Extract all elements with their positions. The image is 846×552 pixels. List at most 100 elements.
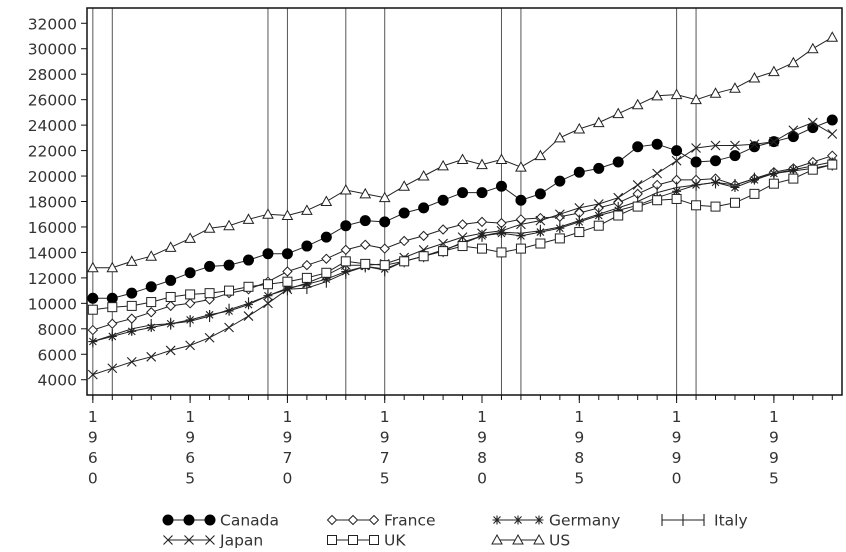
data-point-france xyxy=(184,298,196,309)
data-point-us xyxy=(690,93,702,105)
y-tick-label: 28000 xyxy=(28,66,77,84)
data-point-us xyxy=(651,89,663,101)
data-point-japan xyxy=(516,219,526,230)
legend-marker xyxy=(163,535,173,545)
y-tick-label: 12000 xyxy=(28,270,77,288)
y-tick-label: 10000 xyxy=(28,295,77,313)
data-point-france xyxy=(87,324,99,336)
data-point-us xyxy=(398,180,411,191)
data-point-japan xyxy=(593,199,604,209)
data-point-japan xyxy=(457,232,468,243)
data-point-uk xyxy=(165,291,176,302)
data-point-canada xyxy=(651,138,663,150)
y-tick-label: 24000 xyxy=(28,117,77,135)
data-point-japan xyxy=(788,125,799,136)
data-point-japan xyxy=(554,209,565,220)
data-point-japan xyxy=(126,357,137,367)
data-point-uk xyxy=(710,201,721,212)
data-point-us xyxy=(476,158,488,170)
y-tick-label: 20000 xyxy=(28,168,77,186)
data-point-uk xyxy=(632,201,643,212)
data-point-us xyxy=(145,250,158,261)
legend-marker xyxy=(492,515,502,525)
legend-label: Italy xyxy=(714,512,748,530)
data-point-uk xyxy=(282,276,293,287)
data-point-us xyxy=(86,261,99,273)
data-point-canada xyxy=(826,114,838,126)
data-point-canada xyxy=(457,187,469,199)
series-line-us xyxy=(92,36,833,269)
data-point-japan xyxy=(496,225,507,236)
legend-marker xyxy=(368,514,380,526)
data-point-us xyxy=(826,31,839,42)
data-point-uk xyxy=(768,178,779,189)
data-point-france xyxy=(321,253,332,264)
legend-item-france: France xyxy=(326,512,436,530)
data-point-canada xyxy=(573,166,585,178)
data-point-japan xyxy=(87,369,98,380)
legend-label: Japan xyxy=(219,532,263,549)
legend-label: Germany xyxy=(549,512,620,530)
legend-item-us: US xyxy=(491,532,570,550)
data-point-canada xyxy=(126,287,138,299)
data-point-uk xyxy=(87,304,98,315)
data-point-japan xyxy=(749,139,760,150)
legend-marker xyxy=(327,535,337,545)
data-point-us xyxy=(787,56,800,68)
data-point-canada xyxy=(671,145,683,157)
legend-marker xyxy=(512,533,524,545)
data-point-us xyxy=(262,208,274,219)
data-point-japan xyxy=(652,168,663,179)
data-point-canada xyxy=(787,131,799,143)
data-point-canada xyxy=(145,281,157,293)
data-point-uk xyxy=(457,241,468,252)
legend-item-uk: UK xyxy=(327,532,406,550)
y-tick-label: 32000 xyxy=(28,15,77,33)
data-point-uk xyxy=(593,220,604,231)
data-point-us xyxy=(184,232,196,243)
data-point-canada xyxy=(437,194,449,206)
data-point-us xyxy=(301,204,313,215)
data-point-uk xyxy=(671,193,682,204)
data-point-uk xyxy=(301,272,312,283)
data-point-us xyxy=(223,219,235,231)
data-point-france xyxy=(282,266,293,277)
data-point-canada xyxy=(418,202,430,214)
series-uk xyxy=(87,159,838,315)
data-point-uk xyxy=(554,233,565,244)
data-point-japan xyxy=(243,311,254,321)
data-point-france xyxy=(107,318,118,329)
data-point-france xyxy=(418,230,429,242)
legend-item-italy: Italy xyxy=(661,512,748,530)
data-point-uk xyxy=(399,256,410,267)
y-tick-label: 14000 xyxy=(28,244,77,262)
legend-marker xyxy=(347,514,359,526)
data-point-canada xyxy=(554,175,566,187)
data-point-uk xyxy=(379,260,390,271)
data-point-canada xyxy=(593,162,605,174)
data-point-japan xyxy=(807,117,818,128)
data-point-uk xyxy=(807,164,818,175)
legend-label: Canada xyxy=(220,512,279,530)
legend-marker xyxy=(326,514,338,526)
data-point-uk xyxy=(652,195,663,206)
data-point-us xyxy=(125,255,138,266)
data-point-us xyxy=(456,153,469,164)
data-point-uk xyxy=(360,258,371,269)
data-point-us xyxy=(631,98,644,110)
data-point-canada xyxy=(398,207,410,219)
data-point-france xyxy=(165,300,176,312)
y-tick-label: 18000 xyxy=(28,194,77,212)
data-point-japan xyxy=(204,332,215,343)
data-point-uk xyxy=(204,288,215,299)
legend-item-japan: Japan xyxy=(163,532,263,550)
data-point-canada xyxy=(690,156,702,168)
data-point-uk xyxy=(340,256,351,267)
data-point-us xyxy=(203,222,216,233)
data-point-us xyxy=(592,116,605,128)
series-italy xyxy=(92,158,833,348)
data-point-us xyxy=(281,209,294,221)
data-point-canada xyxy=(710,155,722,167)
